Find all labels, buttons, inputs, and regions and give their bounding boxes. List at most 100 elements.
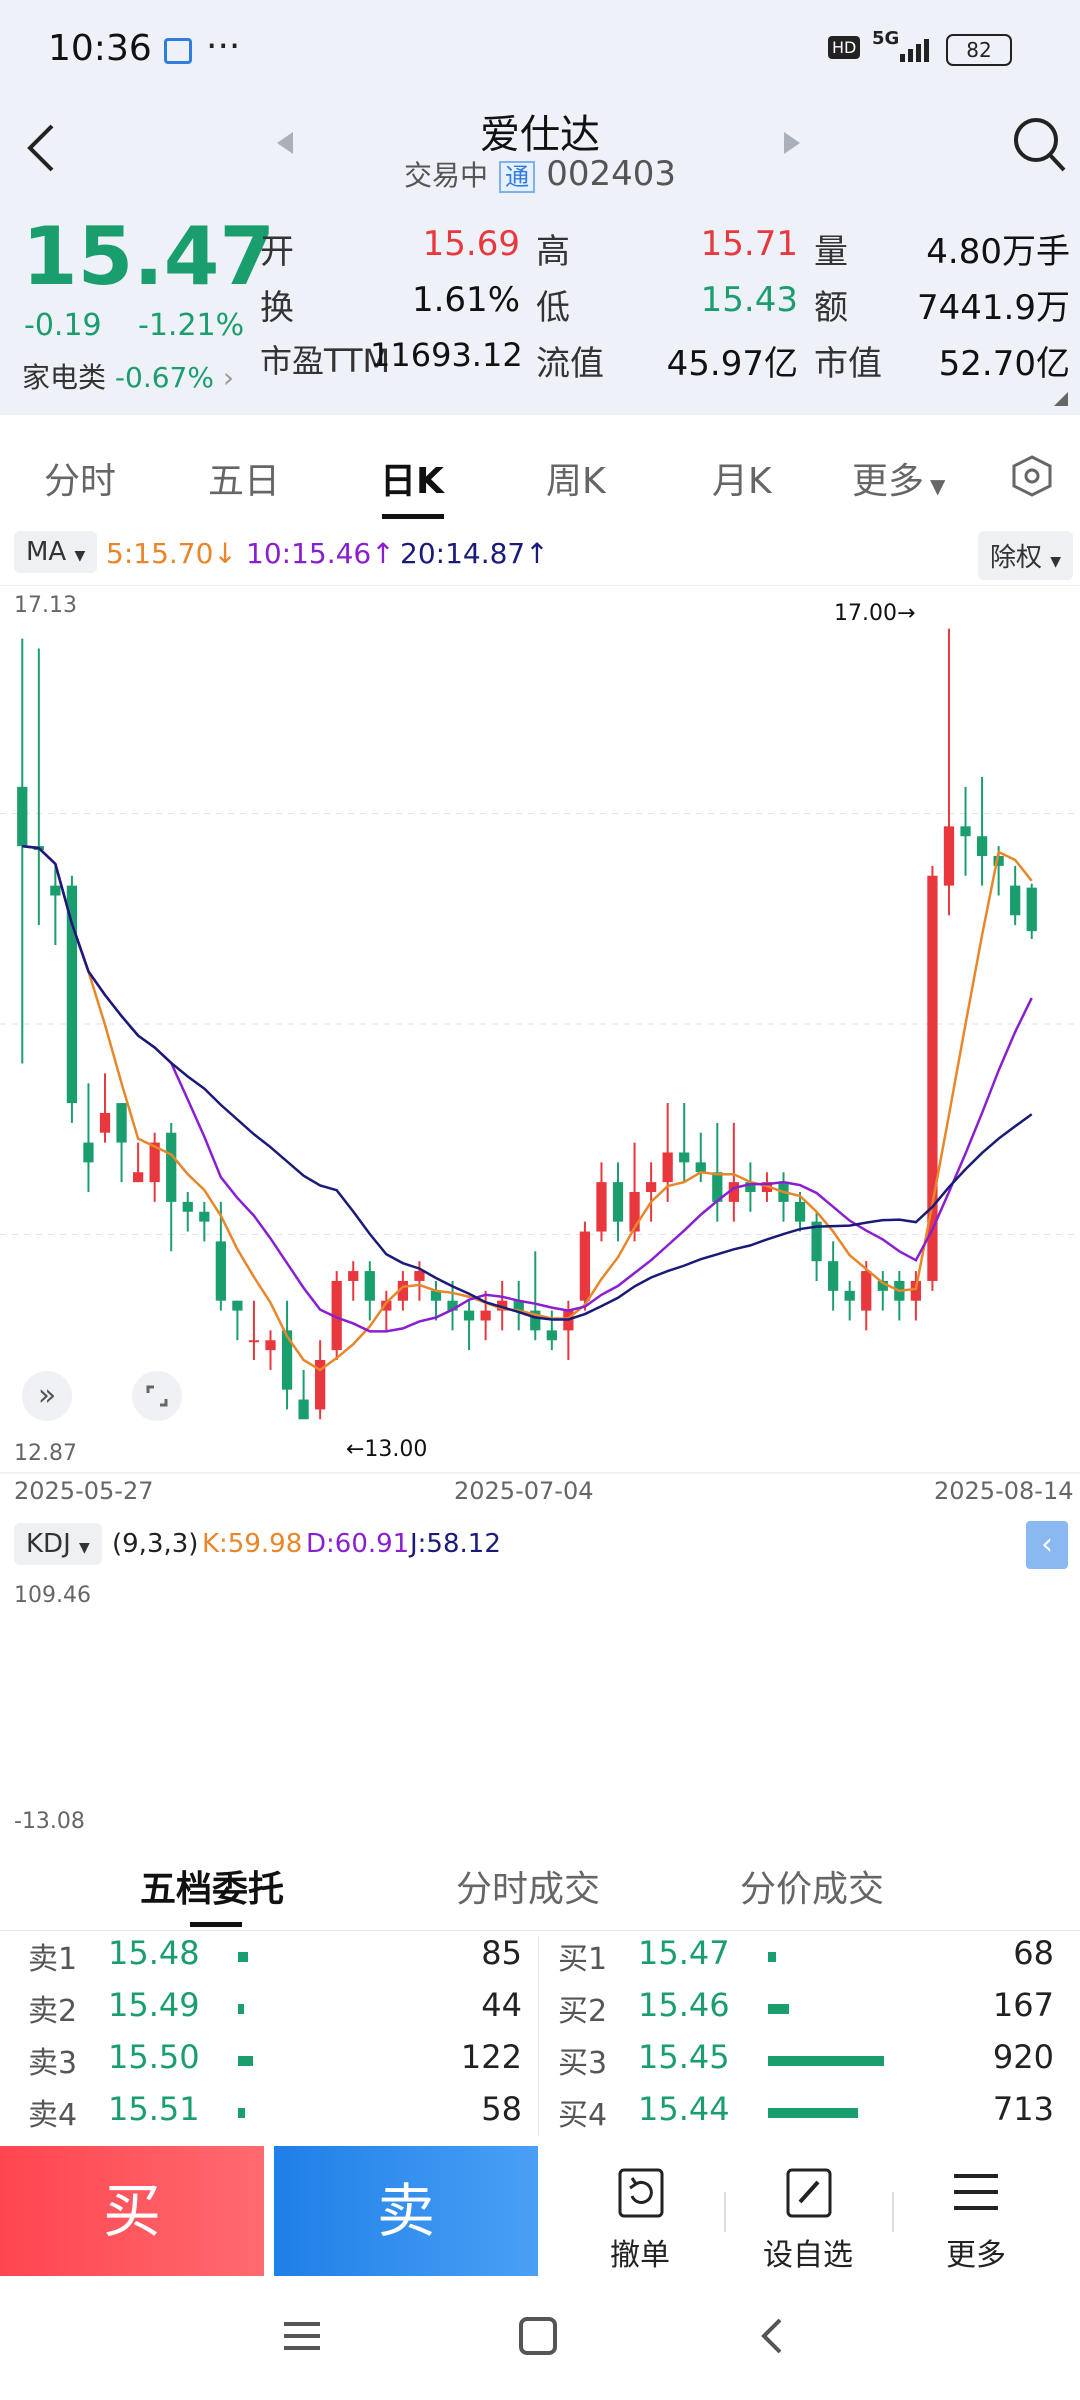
price-change: -0.19 [24,308,102,343]
candle-body [215,1241,226,1301]
status-time: 10:36 [48,28,152,69]
pe-value: 11693.12 [370,336,523,374]
candle-body [331,1280,342,1351]
market-cap-label: 市值 [814,344,882,384]
sell-price: 15.51 [108,2090,200,2128]
candle-body [745,1182,756,1193]
kdj-min-label: -13.08 [14,1809,85,1834]
menu-lines-icon [284,2322,320,2350]
adjust-selector[interactable]: 除权 ▼ [978,531,1074,580]
system-back-button[interactable] [752,2314,796,2362]
sell-button[interactable]: 卖 [274,2146,538,2276]
tab-more[interactable]: 更多 ▼ [852,452,945,504]
buy-volume-bar [768,1952,777,1962]
candle-body [960,826,971,837]
home-square-icon [519,2317,557,2355]
sell-level-name: 卖3 [28,2046,78,2081]
chart-settings-button[interactable] [1010,454,1054,502]
candle-body [546,1330,557,1341]
candle-body [728,1182,739,1202]
kdj-params: (9,3,3) [112,1529,199,1559]
float-cap-label: 流值 [536,344,604,384]
pe-label: 市盈TTM [260,342,391,380]
sell-level-name: 卖1 [28,1942,78,1977]
recent-apps-button[interactable] [280,2316,324,2360]
candle-body [695,1162,706,1173]
candle-body [480,1310,491,1321]
edit-icon [786,2168,832,2218]
tab-intraday[interactable]: 分时 [44,461,117,502]
fullscreen-button[interactable] [132,1371,182,1421]
battery-icon: 82 [946,34,1012,66]
cancel-order-button[interactable]: 撤单 [580,2162,700,2274]
sell-price: 15.50 [108,2038,200,2076]
tab-intraday-trades[interactable]: 分时成交 [456,1869,601,1910]
sell-qty: 44 [481,1986,522,2024]
double-chevron-right-icon: » [37,1378,57,1413]
expand-left-button[interactable]: » [22,1371,72,1421]
candle-body [116,1103,127,1143]
candle-body [199,1211,210,1222]
candle-body [497,1300,508,1311]
sell-orders: 卖1 15.48 85 卖2 15.49 44 卖3 15.50 122 卖4 15.51 58 [28,1934,522,2144]
cancel-order-label: 撤单 [610,2238,670,2273]
back-button[interactable] [18,118,68,178]
collapse-panel-button[interactable]: ‹ [1026,1521,1068,1569]
tab-five-level-orders[interactable]: 五档委托 [140,1869,285,1910]
add-watchlist-button[interactable]: 设自选 [748,2162,868,2274]
buy-button[interactable]: 买 [0,2146,264,2276]
ma20-line [22,844,1033,1321]
candle-body [463,1310,475,1321]
tab-daily-k[interactable]: 日K [380,461,444,502]
tab-weekly-k[interactable]: 周K [546,461,606,502]
buy-qty: 68 [1013,1934,1054,1972]
tab-five-day[interactable]: 五日 [208,461,281,502]
stock-code: 002403 [546,154,676,194]
high-marker: 17.00→ [834,601,916,626]
expand-corner-icon[interactable] [1054,392,1068,406]
chevron-right-icon: › [222,361,235,394]
more-actions-button[interactable]: 更多 [916,2162,1036,2274]
prev-stock-button[interactable] [275,128,295,162]
candle-body [364,1271,375,1301]
high-value: 15.71 [700,224,798,264]
order-book-vdivider [538,1936,539,2136]
sector-change: -0.67% [114,361,214,394]
sell-volume-bar [238,1952,249,1962]
candle-body [265,1340,276,1351]
candle-body [712,1172,723,1202]
buy-price: 15.45 [638,2038,730,2076]
candle-body [530,1310,541,1331]
hd-icon: HD [828,36,861,59]
stock-header: 爱仕达 交易中 通 002403 [0,100,1080,210]
low-value: 15.43 [700,280,798,320]
search-button[interactable] [1012,114,1068,178]
candle-body [17,786,28,847]
sell-volume-bar [238,2108,245,2118]
caret-down-icon: ▼ [74,548,86,564]
network-label: 5G [872,28,900,49]
next-stock-button[interactable] [782,128,802,162]
sector-row[interactable]: 家电类 -0.67% › [22,356,252,396]
home-button[interactable] [516,2314,560,2362]
tab-price-trades[interactable]: 分价成交 [740,1869,885,1910]
order-book-tabs: 五档委托 分时成交 分价成交 [0,1840,1080,1930]
sell-volume-bar [238,2004,244,2014]
last-price: 15.47 [22,210,276,303]
candle-body [645,1182,657,1193]
tab-monthly-k[interactable]: 月K [712,461,772,502]
kdj-max-label: 109.46 [14,1583,91,1608]
amount-value: 7441.9万 [917,288,1070,328]
candle-body [298,1399,309,1420]
candle-body [976,836,988,856]
buy-volume-bar [768,2108,859,2118]
kdj-selector[interactable]: KDJ ▼ [14,1523,102,1565]
buy-price: 15.47 [638,1934,730,1972]
open-label: 开 [260,232,294,272]
chevron-left-icon: ‹ [1041,1527,1053,1562]
chart-area[interactable]: 17.13 12.87 17.00→ ←13.00 2025-05-27 202… [0,584,1080,1834]
candle-body [943,826,955,886]
indicator-selector[interactable]: MA ▼ [14,531,98,573]
candle-body [579,1231,591,1301]
undo-icon [618,2168,664,2218]
